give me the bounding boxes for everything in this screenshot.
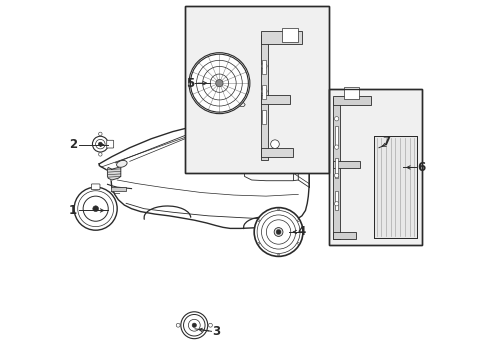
- Bar: [373, 136, 416, 238]
- Bar: [328, 89, 421, 244]
- Text: 3: 3: [211, 325, 220, 338]
- Bar: [260, 35, 267, 160]
- Circle shape: [92, 136, 108, 152]
- Text: 2: 2: [69, 138, 77, 151]
- Circle shape: [277, 208, 279, 210]
- Circle shape: [74, 187, 117, 230]
- Circle shape: [334, 173, 338, 177]
- Polygon shape: [238, 101, 244, 107]
- Circle shape: [257, 220, 259, 221]
- Circle shape: [188, 53, 249, 114]
- Bar: [111, 187, 126, 192]
- Circle shape: [297, 243, 299, 244]
- Circle shape: [334, 145, 338, 149]
- Circle shape: [274, 228, 283, 237]
- Bar: [185, 6, 328, 173]
- Bar: [261, 110, 266, 125]
- FancyBboxPatch shape: [106, 140, 113, 148]
- Polygon shape: [107, 166, 121, 180]
- Circle shape: [257, 243, 259, 244]
- Circle shape: [192, 323, 196, 327]
- Bar: [261, 60, 266, 74]
- Bar: [261, 85, 266, 99]
- Text: 4: 4: [297, 225, 305, 238]
- Circle shape: [277, 254, 279, 256]
- Circle shape: [261, 63, 266, 69]
- Bar: [333, 98, 339, 239]
- Polygon shape: [244, 71, 298, 181]
- Bar: [328, 89, 421, 244]
- Circle shape: [99, 132, 102, 136]
- Text: 7: 7: [381, 135, 389, 148]
- Circle shape: [270, 140, 279, 148]
- Circle shape: [181, 312, 207, 339]
- Circle shape: [93, 206, 99, 212]
- Circle shape: [254, 208, 303, 256]
- Bar: [334, 191, 337, 211]
- Bar: [334, 126, 337, 146]
- Circle shape: [261, 88, 266, 94]
- Circle shape: [99, 153, 102, 156]
- FancyBboxPatch shape: [91, 184, 100, 190]
- Text: 5: 5: [185, 77, 194, 90]
- Ellipse shape: [116, 161, 127, 167]
- Bar: [373, 136, 416, 238]
- Text: 6: 6: [416, 161, 425, 174]
- Text: 1: 1: [69, 204, 77, 217]
- Bar: [344, 87, 358, 99]
- Circle shape: [215, 80, 223, 87]
- Circle shape: [183, 315, 204, 336]
- Bar: [185, 6, 328, 173]
- Circle shape: [297, 220, 299, 221]
- Bar: [282, 28, 298, 42]
- Circle shape: [176, 323, 180, 327]
- Circle shape: [276, 230, 281, 234]
- Bar: [333, 96, 370, 105]
- Bar: [333, 161, 359, 168]
- Polygon shape: [99, 65, 308, 228]
- Circle shape: [208, 323, 212, 327]
- Polygon shape: [246, 131, 292, 144]
- Circle shape: [98, 142, 102, 146]
- Bar: [260, 95, 290, 104]
- Circle shape: [334, 202, 338, 206]
- Bar: [260, 148, 293, 157]
- Polygon shape: [215, 75, 238, 123]
- Bar: [334, 158, 337, 178]
- Bar: [260, 31, 302, 44]
- Bar: [333, 232, 355, 239]
- Circle shape: [334, 117, 338, 121]
